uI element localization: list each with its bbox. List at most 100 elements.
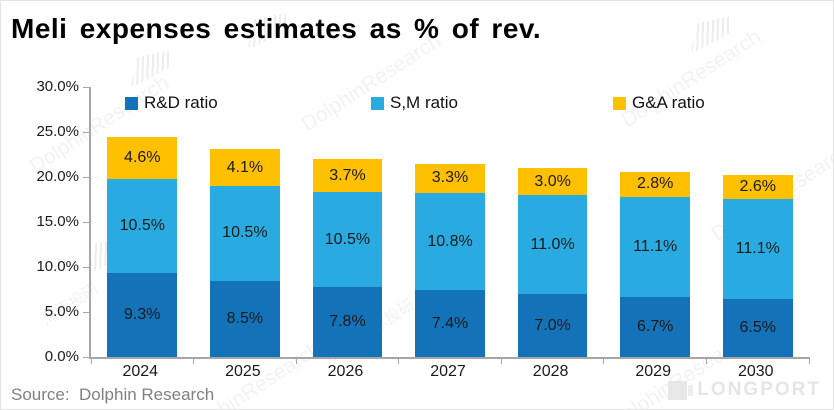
bar-column-2030: 6.5% 11.1% 2.6% xyxy=(706,87,809,357)
bar-data-label: 10.5% xyxy=(324,230,371,248)
legend-label-sm-ratio: S,M ratio xyxy=(390,93,459,112)
bar-segment: 11.1% xyxy=(722,198,793,299)
chart-title: Meli expenses estimates as % of rev. xyxy=(11,13,542,44)
y-axis-tick xyxy=(83,266,90,268)
stacked-bar-2028: 7.0% 11.0% 3.0% xyxy=(517,168,588,357)
x-tick-label: 2030 xyxy=(737,363,774,380)
x-axis-tick xyxy=(500,357,502,364)
bar-data-label: 4.1% xyxy=(226,158,264,176)
legend-item-ga-ratio: G&A ratio xyxy=(613,93,705,113)
dolphin-fan-logo-watermark xyxy=(127,50,173,86)
bar-data-label: 3.0% xyxy=(534,172,571,190)
stacked-bar-2029: 6.7% 11.1% 2.8% xyxy=(620,171,691,357)
bar-data-label: 10.8% xyxy=(427,232,473,250)
bar-data-label: 2.8% xyxy=(636,175,674,193)
source-note: Source: Dolphin Research xyxy=(11,385,215,404)
longport-brand-text: LONGPORT xyxy=(697,379,821,400)
bar-segment: 10.5% xyxy=(312,192,383,287)
stacked-bar-2030: 6.5% 11.1% 2.6% xyxy=(722,175,793,357)
bar-data-label: 4.6% xyxy=(124,149,161,167)
legend-item-rd-ratio: R&D ratio xyxy=(125,93,218,113)
bar-data-label: 11.1% xyxy=(633,237,678,255)
bar-segment: 4.1% xyxy=(209,149,280,186)
bar-data-label: 10.5% xyxy=(222,224,268,242)
stacked-bar-2027: 7.4% 10.8% 3.3% xyxy=(415,163,485,357)
bar-data-label: 9.3% xyxy=(124,306,161,324)
y-axis-tick xyxy=(83,221,90,223)
plot-area: 9.3% 10.5% 4.6% 8.5% 10.5% 4.1% 7.8% 10.5% 3.7% 7… xyxy=(83,86,810,364)
stacked-bar-2026: 7.8% 10.5% 3.7% xyxy=(312,159,383,357)
x-axis-tick xyxy=(603,357,605,364)
y-tick-label: 15.0% xyxy=(36,213,79,230)
bar-segment: 10.5% xyxy=(209,186,280,281)
bar-segment: 3.0% xyxy=(517,168,588,195)
bar-data-label: 6.7% xyxy=(636,317,674,335)
y-tick-label: 10.0% xyxy=(36,258,79,275)
bar-segment: 9.3% xyxy=(107,273,178,357)
bars: 9.3% 10.5% 4.6% 8.5% 10.5% 4.1% 7.8% 10.5% 3.7% 7… xyxy=(91,87,809,357)
bar-data-label: 3.7% xyxy=(329,166,366,184)
bar-segment: 6.7% xyxy=(620,296,691,357)
bar-data-label: 10.5% xyxy=(119,217,165,235)
x-tick-label: 2025 xyxy=(225,363,261,380)
x-axis-tick xyxy=(90,357,92,364)
bar-segment: 7.8% xyxy=(312,286,383,357)
bar-column-2028: 7.0% 11.0% 3.0% xyxy=(501,87,604,357)
dolphin-fan-logo-watermark xyxy=(687,16,733,52)
legend-label-ga-ratio: G&A ratio xyxy=(632,93,705,112)
stacked-bar-2025: 8.5% 10.5% 4.1% xyxy=(209,149,280,357)
y-axis: 0.0% 5.0% 10.0% 15.0% 20.0% 25.0% 30.0% xyxy=(1,78,81,365)
x-tick-label: 2024 xyxy=(122,363,159,380)
bar-segment: 3.3% xyxy=(415,163,485,194)
y-axis-tick xyxy=(83,131,90,133)
longport-brand-watermark: LONGPORT xyxy=(668,379,821,401)
legend: R&D ratio S,M ratio G&A ratio xyxy=(91,93,809,117)
bar-segment: 2.6% xyxy=(722,175,793,199)
y-axis-tick xyxy=(83,356,90,358)
x-tick-label: 2026 xyxy=(327,363,364,380)
bar-segment: 11.0% xyxy=(517,195,588,294)
bar-column-2027: 7.4% 10.8% 3.3% xyxy=(399,87,502,357)
x-tick-label: 2028 xyxy=(532,363,569,380)
bar-segment: 6.5% xyxy=(722,298,793,357)
y-axis-tick xyxy=(83,176,90,178)
y-tick-label: 25.0% xyxy=(36,123,79,140)
x-axis: 2024 2025 2026 2027 2028 2029 2030 xyxy=(89,363,807,381)
bar-data-label: 7.0% xyxy=(534,316,571,334)
y-tick-label: 30.0% xyxy=(36,78,79,95)
bar-segment: 7.0% xyxy=(517,294,588,357)
bar-data-label: 6.5% xyxy=(739,318,776,336)
y-axis-tick xyxy=(83,86,90,88)
bar-segment: 7.4% xyxy=(415,290,485,357)
y-tick-label: 20.0% xyxy=(36,168,79,185)
bar-column-2026: 7.8% 10.5% 3.7% xyxy=(296,87,399,357)
bar-segment: 11.1% xyxy=(620,196,691,297)
x-tick-label: 2029 xyxy=(635,363,671,380)
legend-swatch-sm-ratio xyxy=(371,96,384,110)
x-axis-tick xyxy=(193,357,195,364)
y-tick-label: 5.0% xyxy=(44,303,79,320)
bar-segment: 4.6% xyxy=(107,137,178,179)
x-axis-tick xyxy=(705,357,707,364)
x-axis-tick xyxy=(295,357,297,364)
bar-column-2029: 6.7% 11.1% 2.8% xyxy=(604,87,707,357)
bar-segment: 10.5% xyxy=(107,178,178,274)
bar-data-label: 8.5% xyxy=(226,309,264,327)
y-tick-label: 0.0% xyxy=(44,348,79,365)
legend-swatch-rd-ratio xyxy=(125,96,138,110)
bar-column-2024: 9.3% 10.5% 4.6% xyxy=(91,87,194,357)
x-tick-label: 2027 xyxy=(430,363,466,380)
legend-item-sm-ratio: S,M ratio xyxy=(371,93,458,113)
x-axis-tick xyxy=(398,357,400,364)
x-axis-tick xyxy=(808,357,810,364)
bar-data-label: 3.3% xyxy=(431,169,469,187)
bar-segment: 10.8% xyxy=(415,193,485,291)
longport-logo-icon xyxy=(668,380,694,400)
bar-data-label: 7.4% xyxy=(431,314,469,332)
stacked-bar-2024: 9.3% 10.5% 4.6% xyxy=(107,137,178,357)
bar-segment: 3.7% xyxy=(312,159,383,193)
bar-segment: 2.8% xyxy=(620,171,691,197)
bar-data-label: 2.6% xyxy=(739,177,776,195)
bar-segment: 8.5% xyxy=(209,280,280,357)
